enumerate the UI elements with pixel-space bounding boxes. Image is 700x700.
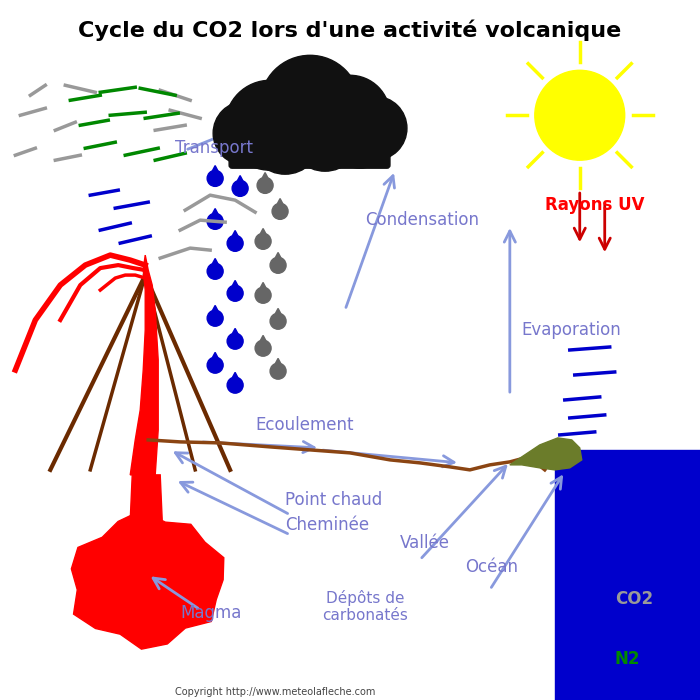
Circle shape <box>255 340 271 356</box>
Circle shape <box>272 204 288 219</box>
Circle shape <box>232 181 248 197</box>
Circle shape <box>225 80 315 170</box>
Polygon shape <box>228 328 242 341</box>
Polygon shape <box>233 176 247 188</box>
Circle shape <box>207 357 223 373</box>
Text: Rayons UV: Rayons UV <box>545 196 644 214</box>
Text: Cycle du CO2 lors d'une activité volcanique: Cycle du CO2 lors d'une activité volcani… <box>78 20 622 41</box>
Circle shape <box>343 97 407 160</box>
Circle shape <box>227 333 243 349</box>
Polygon shape <box>228 372 242 385</box>
Polygon shape <box>555 450 699 699</box>
Polygon shape <box>71 510 224 649</box>
Circle shape <box>213 102 277 165</box>
Polygon shape <box>209 258 222 272</box>
Polygon shape <box>256 228 270 242</box>
Polygon shape <box>209 166 222 179</box>
Text: Océan: Océan <box>465 558 518 576</box>
Text: Vallée: Vallée <box>400 534 450 552</box>
Circle shape <box>227 235 243 251</box>
Circle shape <box>535 70 624 160</box>
Circle shape <box>255 287 271 303</box>
Text: H2O: H2O <box>615 620 654 638</box>
Circle shape <box>207 170 223 186</box>
Text: N2: N2 <box>615 650 640 668</box>
Polygon shape <box>228 281 242 293</box>
Circle shape <box>207 214 223 230</box>
Polygon shape <box>228 230 242 244</box>
Polygon shape <box>272 253 285 265</box>
Circle shape <box>257 177 273 193</box>
Circle shape <box>255 233 271 249</box>
Circle shape <box>227 286 243 301</box>
Polygon shape <box>256 335 270 348</box>
Circle shape <box>270 363 286 379</box>
Text: Ecoulement: Ecoulement <box>255 416 354 434</box>
Polygon shape <box>130 255 158 475</box>
Text: CO2: CO2 <box>615 589 653 608</box>
Polygon shape <box>258 173 272 186</box>
Polygon shape <box>273 199 287 211</box>
Text: Transport: Transport <box>175 139 253 158</box>
Circle shape <box>207 310 223 326</box>
Circle shape <box>289 99 361 172</box>
FancyBboxPatch shape <box>229 117 390 168</box>
Polygon shape <box>510 438 582 470</box>
Text: Evaporation: Evaporation <box>522 321 622 339</box>
Polygon shape <box>272 358 285 371</box>
Text: Magma: Magma <box>180 603 242 622</box>
Circle shape <box>330 108 390 168</box>
Circle shape <box>270 258 286 273</box>
Polygon shape <box>272 309 285 321</box>
Circle shape <box>207 263 223 279</box>
Text: Copyright http://www.meteolafleche.com: Copyright http://www.meteolafleche.com <box>175 687 376 696</box>
Text: Cheminée: Cheminée <box>285 516 369 534</box>
Polygon shape <box>130 475 162 520</box>
Circle shape <box>310 76 390 155</box>
Circle shape <box>227 377 243 393</box>
Circle shape <box>270 313 286 329</box>
Polygon shape <box>256 283 270 295</box>
Polygon shape <box>209 352 222 365</box>
Circle shape <box>249 102 321 174</box>
Text: Condensation: Condensation <box>365 211 479 229</box>
Text: Point chaud: Point chaud <box>285 491 382 509</box>
Polygon shape <box>209 305 222 318</box>
Text: Dépôts de
carbonatés: Dépôts de carbonatés <box>322 589 408 623</box>
Polygon shape <box>209 209 222 221</box>
Circle shape <box>260 55 360 155</box>
